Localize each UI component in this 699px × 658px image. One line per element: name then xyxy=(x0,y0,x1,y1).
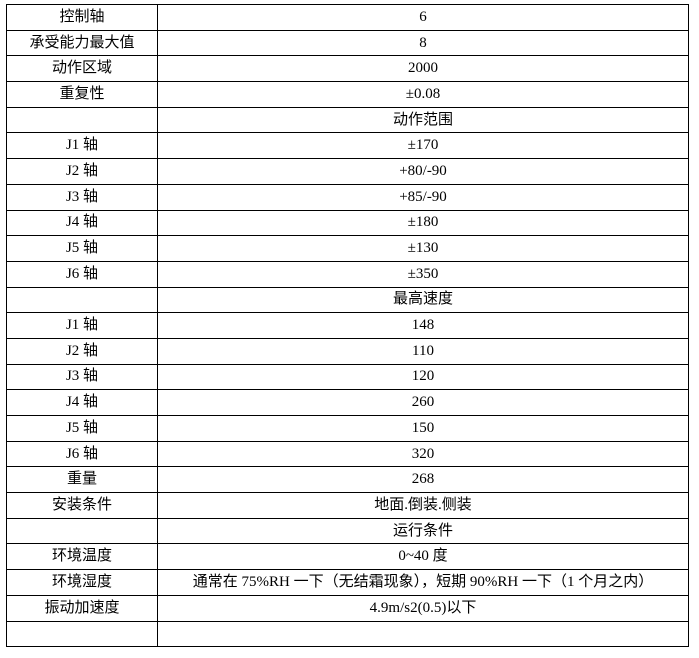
row-value: 120 xyxy=(157,363,689,391)
row-label: 动作区域 xyxy=(6,55,158,83)
table-row: 环境温度 0~40 度 xyxy=(6,543,689,571)
row-value: 268 xyxy=(157,466,689,494)
table-row: 振动加速度 4.9m/s2(0.5)以下 xyxy=(6,594,689,622)
table-row: J3 轴 120 xyxy=(6,363,689,391)
row-value: 110 xyxy=(157,337,689,365)
row-label: 承受能力最大值 xyxy=(6,29,158,57)
row-label: J4 轴 xyxy=(6,389,158,416)
row-value xyxy=(157,620,689,648)
row-value: 8 xyxy=(157,29,689,57)
row-label: 控制轴 xyxy=(6,4,158,31)
row-value: 320 xyxy=(157,440,689,468)
row-value: 通常在 75%RH 一下（无结霜现象），短期 90%RH 一下（1 个月之内） xyxy=(157,569,689,596)
table-row: 控制轴 6 xyxy=(6,4,689,31)
table-row: J1 轴 148 xyxy=(6,312,689,339)
table-row: 承受能力最大值 8 xyxy=(6,29,689,57)
row-label xyxy=(6,286,158,314)
row-label xyxy=(6,620,158,648)
row-value: 2000 xyxy=(157,55,689,83)
row-label xyxy=(6,517,158,545)
row-label: 振动加速度 xyxy=(6,594,158,622)
row-value: 148 xyxy=(157,312,689,339)
row-value: 260 xyxy=(157,389,689,416)
row-label: J1 轴 xyxy=(6,132,158,160)
table-row: J5 轴 ±130 xyxy=(6,235,689,262)
row-label: 环境温度 xyxy=(6,543,158,571)
row-label: J2 轴 xyxy=(6,337,158,365)
row-value: ±130 xyxy=(157,235,689,262)
row-label: J2 轴 xyxy=(6,158,158,185)
row-label: 环境湿度 xyxy=(6,569,158,596)
table-row: J6 轴 ±350 xyxy=(6,260,689,288)
table-row: 安装条件 地面.倒装.侧装 xyxy=(6,492,689,519)
row-value: 150 xyxy=(157,415,689,442)
row-value: +85/-90 xyxy=(157,183,689,211)
table-row: J4 轴 260 xyxy=(6,389,689,416)
row-value: 运行条件 xyxy=(157,517,689,545)
table-row: J6 轴 320 xyxy=(6,440,689,468)
table-row: J3 轴 +85/-90 xyxy=(6,183,689,211)
row-value: 动作范围 xyxy=(157,106,689,134)
row-value: ±350 xyxy=(157,260,689,288)
row-label: J4 轴 xyxy=(6,209,158,237)
row-value: 0~40 度 xyxy=(157,543,689,571)
table-row: J2 轴 110 xyxy=(6,337,689,365)
row-label: J3 轴 xyxy=(6,183,158,211)
row-label: J1 轴 xyxy=(6,312,158,339)
row-label: 安装条件 xyxy=(6,492,158,519)
table-row: J2 轴 +80/-90 xyxy=(6,158,689,185)
spec-table: 控制轴 6 承受能力最大值 8 动作区域 2000 重复性 ±0.08 动作范围 J1 轴 ±170… xyxy=(6,4,689,648)
row-label: 重复性 xyxy=(6,81,158,108)
table-row: 动作范围 xyxy=(6,106,689,134)
table-row: 重复性 ±0.08 xyxy=(6,81,689,108)
table-row: J4 轴 ±180 xyxy=(6,209,689,237)
row-value: 4.9m/s2(0.5)以下 xyxy=(157,594,689,622)
table-row: J5 轴 150 xyxy=(6,415,689,442)
row-value: ±0.08 xyxy=(157,81,689,108)
row-value: ±170 xyxy=(157,132,689,160)
row-label: J6 轴 xyxy=(6,440,158,468)
row-label: 重量 xyxy=(6,466,158,494)
table-row: 最高速度 xyxy=(6,286,689,314)
row-label: J5 轴 xyxy=(6,415,158,442)
row-value: +80/-90 xyxy=(157,158,689,185)
table-row: J1 轴 ±170 xyxy=(6,132,689,160)
table-row: 重量 268 xyxy=(6,466,689,494)
row-label: J5 轴 xyxy=(6,235,158,262)
table-row: 环境湿度 通常在 75%RH 一下（无结霜现象），短期 90%RH 一下（1 个月… xyxy=(6,569,689,596)
table-row xyxy=(6,620,689,648)
row-value: 最高速度 xyxy=(157,286,689,314)
row-value: ±180 xyxy=(157,209,689,237)
spec-table-body: 控制轴 6 承受能力最大值 8 动作区域 2000 重复性 ±0.08 动作范围 J1 轴 ±170… xyxy=(6,4,689,648)
table-row: 运行条件 xyxy=(6,517,689,545)
row-value: 6 xyxy=(157,4,689,31)
row-value: 地面.倒装.侧装 xyxy=(157,492,689,519)
table-row: 动作区域 2000 xyxy=(6,55,689,83)
row-label: J3 轴 xyxy=(6,363,158,391)
row-label xyxy=(6,106,158,134)
row-label: J6 轴 xyxy=(6,260,158,288)
